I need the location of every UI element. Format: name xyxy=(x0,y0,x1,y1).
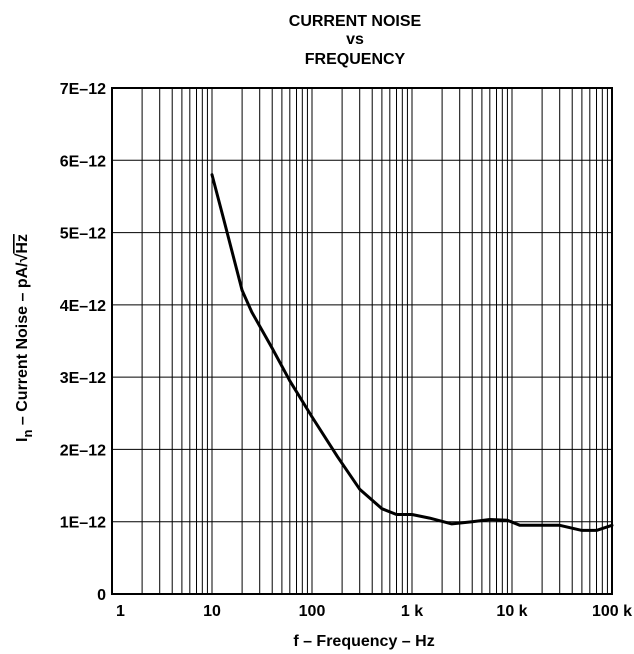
y-tick-label: 1E–12 xyxy=(60,515,106,532)
y-tick-label: 5E–12 xyxy=(60,226,106,243)
chart-title-line-3: FREQUENCY xyxy=(305,51,406,68)
series-line-noise-curve xyxy=(210,173,614,532)
x-tick-label: 100 k xyxy=(592,603,632,620)
y-tick-label: 6E–12 xyxy=(60,153,106,170)
x-axis-label: f – Frequency – Hz xyxy=(293,633,434,650)
x-tick-label: 1 k xyxy=(401,603,423,620)
y-axis-label: In – Current Noise – pA/√Hz xyxy=(14,234,35,442)
tick-labels: 0 1E–12 2E–12 3E–12 4E–12 5E–12 6E–12 7E–12 1 10 1… xyxy=(60,81,632,620)
y-tick-label: 4E–12 xyxy=(60,298,106,315)
plot-frame xyxy=(111,87,613,595)
x-tick-label: 1 xyxy=(116,603,125,620)
grid-lines xyxy=(112,88,612,594)
y-axis-label-root: √ xyxy=(14,253,31,262)
x-tick-label: 100 xyxy=(299,603,326,620)
y-axis-label-symbol: I xyxy=(14,438,31,442)
chart-title-line-1: CURRENT NOISE xyxy=(289,13,422,30)
y-axis-label-unit: Hz xyxy=(14,234,31,254)
y-tick-label: 0 xyxy=(97,587,106,604)
y-tick-label: 3E–12 xyxy=(60,370,106,387)
y-tick-label: 7E–12 xyxy=(60,81,106,98)
svg-text:In – Current Noise – pA/√Hz: In – Current Noise – pA/√Hz xyxy=(14,234,35,442)
y-tick-label: 2E–12 xyxy=(60,442,106,459)
x-tick-label: 10 xyxy=(203,603,221,620)
y-axis-label-text: – Current Noise – pA/ xyxy=(14,262,31,430)
y-axis-label-subscript: n xyxy=(20,430,35,438)
chart-title-line-2: vs xyxy=(346,31,364,48)
x-tick-label: 10 k xyxy=(496,603,527,620)
